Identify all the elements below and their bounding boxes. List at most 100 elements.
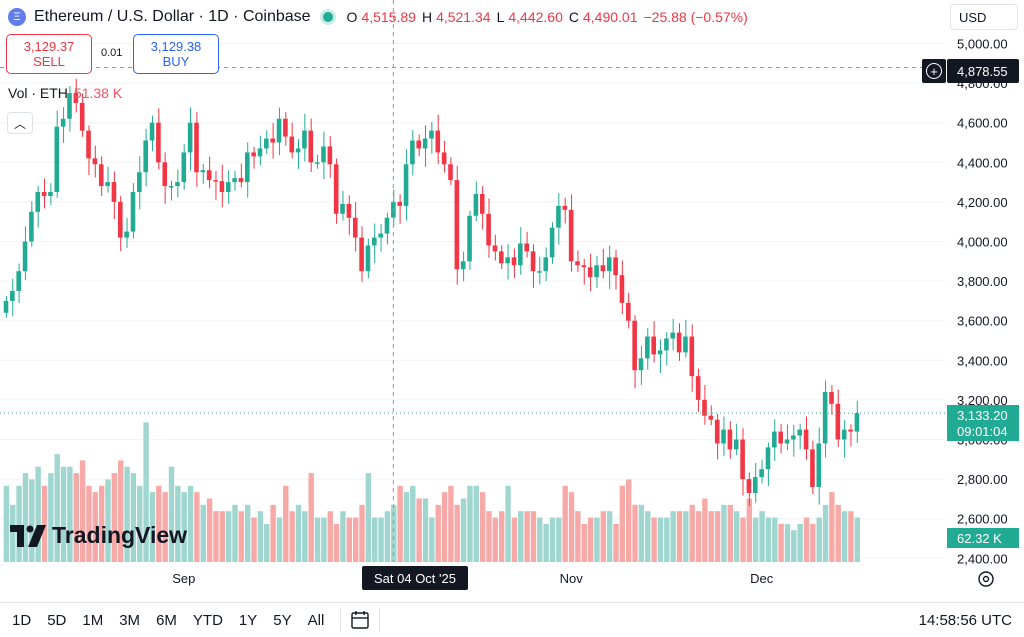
utc-clock[interactable]: 14:58:56 UTC	[918, 611, 1012, 629]
candle-body	[524, 243, 529, 252]
volume-bar	[213, 511, 219, 562]
volume-bar	[276, 517, 283, 562]
candle-body	[632, 320, 637, 371]
volume-bar	[264, 523, 270, 562]
chart-canvas[interactable]: 5,000.004,800.004,600.004,400.004,200.00…	[0, 0, 1024, 602]
volume-bar	[22, 473, 29, 562]
gear-icon[interactable]	[977, 570, 995, 588]
volume-bar	[746, 498, 753, 562]
candle-body	[651, 336, 656, 355]
candle-body	[67, 93, 72, 119]
volume-bar	[594, 517, 600, 562]
sell-button[interactable]: 3,129.37 SELL	[6, 34, 92, 74]
tradingview-logo[interactable]: TradingView	[10, 522, 187, 549]
price-tick-label: 2,600.00	[957, 512, 1008, 527]
range-5d-button[interactable]: 5D	[47, 611, 67, 629]
volume-bar	[441, 492, 448, 562]
candle-body	[276, 118, 282, 143]
candle-body	[441, 152, 447, 165]
candle-body	[168, 186, 174, 188]
volume-bar	[327, 511, 333, 562]
volume-bar	[410, 485, 416, 562]
volume-bar	[257, 511, 264, 562]
volume-bar	[181, 492, 187, 562]
price-tick-label: 4,400.00	[957, 155, 1008, 170]
volume-bar	[657, 517, 664, 562]
candle-body	[568, 209, 574, 262]
range-3m-button[interactable]: 3M	[119, 611, 141, 629]
range-1m-button[interactable]: 1M	[82, 611, 104, 629]
candle-body	[187, 122, 193, 153]
volume-legend[interactable]: Vol · ETH 51.38 K	[8, 85, 122, 101]
currency-button[interactable]: USD	[950, 4, 1018, 30]
volume-bar	[810, 523, 816, 562]
buy-button[interactable]: 3,129.38 BUY	[133, 34, 219, 74]
symbol-header[interactable]: Ξ Ethereum / U.S. Dollar · 1D · Coinbase…	[8, 6, 750, 28]
volume-bar	[518, 511, 524, 562]
logo-text: TradingView	[52, 522, 188, 548]
candle-body	[92, 158, 98, 165]
volume-bar	[492, 517, 499, 562]
calendar-range-icon[interactable]	[349, 609, 371, 631]
price-tick-label: 5,000.00	[957, 37, 1008, 52]
candle-body	[460, 261, 466, 270]
range-6m-button[interactable]: 6M	[156, 611, 177, 629]
range-1d-button[interactable]: 1D	[12, 611, 32, 629]
candle-body	[829, 391, 834, 404]
candle-body	[816, 443, 822, 488]
volume-bar	[708, 511, 714, 562]
volume-bar	[54, 454, 60, 562]
candle-body	[435, 130, 441, 153]
last-volume-tag: 62.32 K	[947, 528, 1019, 548]
collapse-legend-button[interactable]: ︿	[7, 112, 33, 134]
range-all-button[interactable]: All	[307, 611, 325, 629]
candle-body	[429, 130, 434, 139]
price-axis: 5,000.004,800.004,600.004,400.004,200.00…	[957, 37, 1008, 567]
volume-bar	[391, 504, 397, 562]
candle-body	[759, 469, 764, 478]
price-tick-label: 3,600.00	[957, 314, 1008, 329]
crosshair-date-label: Sat 04 Oct '25	[362, 566, 468, 590]
volume-bar	[206, 498, 213, 562]
range-5y-button[interactable]: 5Y	[273, 611, 292, 629]
volume-bar	[479, 492, 486, 562]
candle-body	[778, 431, 783, 444]
candle-body	[657, 350, 663, 355]
volume-bar	[448, 485, 454, 562]
candle-body	[48, 192, 53, 196]
volume-bar	[619, 485, 626, 562]
add-alert-button[interactable]: +	[922, 59, 946, 83]
range-ytd-button[interactable]: YTD	[192, 611, 223, 629]
candle-body	[486, 213, 491, 246]
volume-bar	[143, 422, 149, 562]
volume-bar	[645, 511, 651, 562]
candle-body	[721, 429, 726, 444]
candle-body	[448, 164, 453, 181]
candle-body	[505, 257, 510, 264]
volume-legend-value: 51.38 K	[73, 85, 123, 101]
candle-body	[708, 415, 714, 420]
range-1y-button[interactable]: 1Y	[238, 611, 258, 629]
volume-bar	[689, 504, 695, 562]
volume-bar	[245, 504, 251, 562]
volume-bar	[638, 504, 645, 562]
candle-body	[695, 376, 701, 400]
volume-bar	[816, 517, 822, 562]
live-dot-icon	[322, 12, 333, 22]
volume-bar	[283, 485, 289, 562]
volume-bar	[467, 485, 473, 562]
volume-bar	[651, 517, 657, 562]
volume-bar	[499, 511, 505, 562]
volume-bar	[372, 517, 378, 562]
candle-body	[473, 193, 479, 216]
candle-body	[206, 170, 212, 181]
volume-bar	[340, 511, 346, 562]
volume-bar	[270, 504, 276, 562]
candle-body	[626, 302, 631, 321]
volume-bar	[67, 466, 73, 562]
candle-body	[333, 164, 339, 214]
bottom-toolbar: 1D 5D 1M 3M 6M YTD 1Y 5Y All 14:58:56 UT…	[0, 602, 1024, 637]
volume-bar	[105, 479, 111, 562]
candle-body	[359, 237, 364, 272]
volume-bar	[175, 485, 181, 562]
